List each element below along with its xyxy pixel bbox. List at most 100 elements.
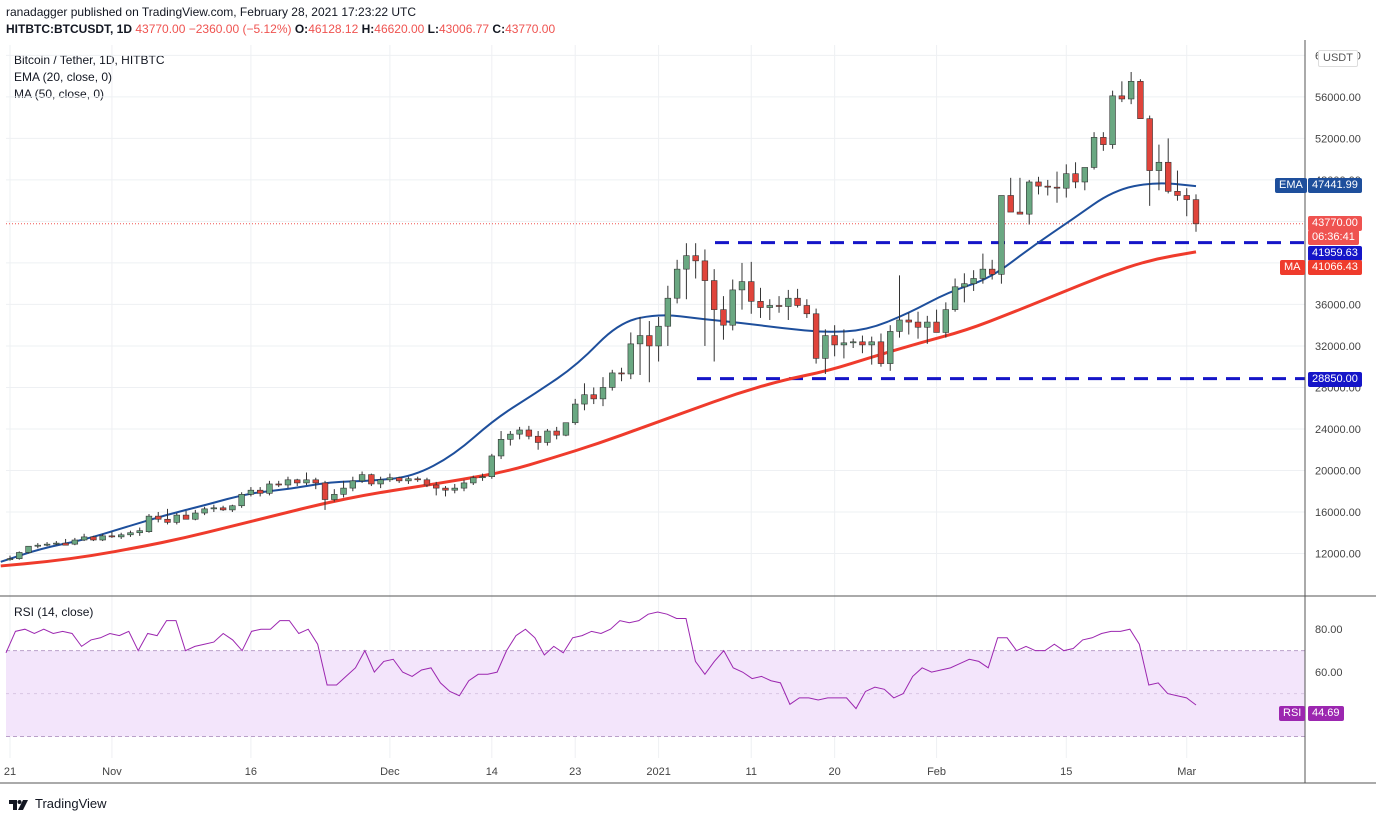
candle-body — [108, 535, 116, 538]
candle-body — [534, 435, 542, 443]
candle — [812, 308, 820, 364]
candle — [358, 471, 366, 483]
candle — [618, 367, 625, 382]
rsi-tick-label: 80.00 — [1315, 624, 1343, 636]
candle-body — [303, 479, 310, 484]
candle-body — [1174, 191, 1181, 196]
candle-body — [701, 260, 709, 281]
candle-body — [368, 474, 375, 485]
candle — [507, 431, 514, 446]
open-label: O: — [294, 22, 309, 36]
candle — [303, 472, 310, 485]
ohlc-summary: HITBTC:BTCUSDT, 1D 43770.00 −2360.00 (−5… — [6, 22, 555, 36]
ma-tag: MA — [1280, 260, 1305, 275]
candle-body — [979, 268, 987, 279]
candle — [25, 545, 32, 554]
ema-price-badge: 47441.99 — [1308, 178, 1362, 193]
candle — [738, 262, 746, 310]
x-tick-label: 14 — [486, 766, 498, 778]
currency-label[interactable]: USDT — [1318, 50, 1358, 67]
candle-body — [627, 343, 634, 375]
candle-body — [655, 325, 662, 347]
candle — [284, 476, 292, 489]
candle-body — [192, 512, 199, 520]
candle — [720, 296, 727, 340]
candle-body — [711, 280, 718, 310]
candle — [544, 428, 551, 446]
symbol-label: HITBTC:BTCUSDT, 1D — [6, 22, 132, 36]
candle — [664, 285, 672, 346]
candle-body — [460, 482, 468, 489]
rsi-legend[interactable]: RSI (14, close) — [14, 605, 94, 619]
axis-layer: 12000.0016000.0020000.0024000.0028000.00… — [0, 40, 1376, 784]
candle-body — [729, 289, 736, 326]
tradingview-logo[interactable]: TradingView — [8, 796, 107, 811]
ma-price-badge: 41066.43 — [1308, 260, 1362, 275]
candle — [266, 480, 273, 496]
candle — [877, 333, 885, 367]
candle — [479, 473, 486, 481]
ma-legend[interactable]: MA (50, close, 0) — [14, 87, 105, 101]
candle-body — [182, 514, 190, 520]
candle-body — [877, 341, 885, 364]
ema-tag: EMA — [1275, 178, 1307, 193]
candle — [609, 369, 616, 391]
candle-body — [210, 507, 218, 510]
tradingview-logo-icon — [9, 799, 28, 810]
candle-body — [321, 482, 329, 500]
candle — [1109, 90, 1116, 149]
candle — [599, 377, 607, 407]
candle — [961, 273, 968, 303]
x-tick-label: 23 — [569, 766, 581, 778]
candle — [294, 478, 301, 487]
candle-body — [451, 487, 458, 491]
candle-body — [173, 514, 180, 523]
candle — [951, 278, 959, 312]
candle-body — [1118, 95, 1126, 100]
candle — [90, 535, 97, 542]
candle-body — [1044, 185, 1051, 188]
candle — [71, 537, 79, 546]
close-label: C: — [492, 22, 506, 36]
candle — [868, 336, 875, 365]
candle — [516, 426, 523, 440]
candle-body — [118, 534, 125, 538]
price-change: −2360.00 (−5.12%) — [188, 22, 292, 36]
candle-body — [1109, 95, 1116, 145]
candle-body — [479, 476, 486, 479]
ema-legend[interactable]: EMA (20, close, 0) — [14, 70, 113, 84]
open-value: 46128.12 — [308, 22, 359, 36]
candle — [627, 332, 634, 380]
candle-body — [6, 558, 14, 561]
rsi-band — [6, 650, 1305, 737]
low-value: 43006.77 — [439, 22, 490, 36]
rsi-tag: RSI — [1279, 706, 1306, 721]
candle — [1183, 188, 1190, 217]
candle-body — [831, 335, 838, 346]
candle-body — [414, 478, 421, 481]
candle — [942, 302, 950, 338]
close-value: 43770.00 — [505, 22, 556, 36]
candle-body — [1100, 137, 1107, 145]
candle — [766, 299, 773, 320]
candle-body — [933, 321, 940, 333]
candle-body — [720, 309, 727, 326]
candle — [1192, 194, 1200, 232]
x-tick-label: Nov — [102, 766, 122, 778]
candle — [1146, 115, 1153, 206]
candle-body — [1072, 173, 1079, 183]
candle-body — [145, 515, 153, 532]
y-tick-label: 12000.00 — [1315, 548, 1361, 560]
x-tick-label: Dec — [380, 766, 400, 778]
tradingview-brand: TradingView — [35, 796, 107, 811]
candle-body — [840, 342, 848, 346]
chart-title[interactable]: Bitcoin / Tether, 1D, HITBTC — [14, 53, 165, 67]
candle-body — [284, 479, 292, 486]
candle — [1137, 79, 1144, 119]
candle — [80, 533, 88, 542]
candle — [794, 288, 801, 308]
candle — [433, 481, 440, 496]
candle-body — [516, 429, 523, 435]
candle-body — [951, 286, 959, 310]
